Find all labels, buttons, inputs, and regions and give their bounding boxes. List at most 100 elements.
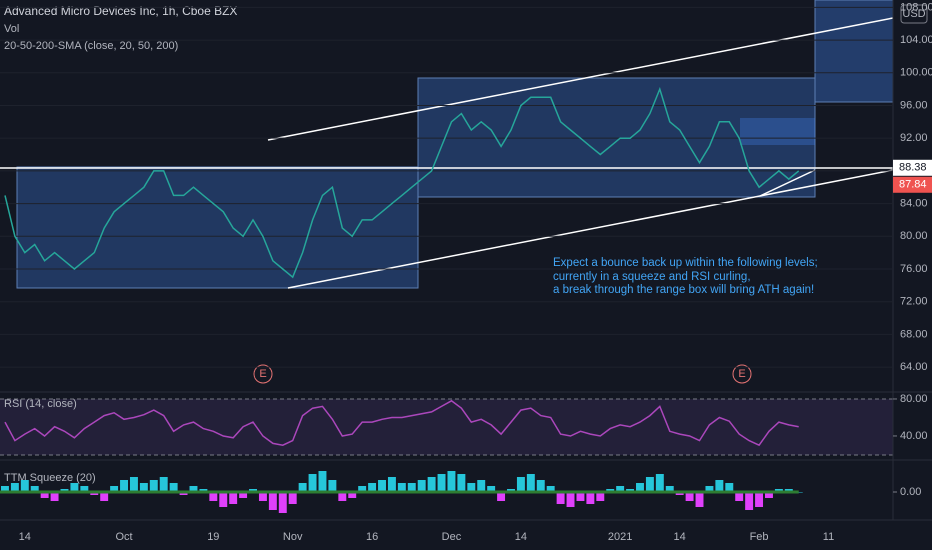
- bar: [169, 483, 178, 492]
- bar: [715, 480, 724, 492]
- bar: [437, 474, 446, 492]
- x-tick-label: Nov: [283, 531, 303, 543]
- bar: [526, 474, 535, 492]
- bar: [30, 486, 39, 492]
- bar: [556, 492, 565, 504]
- bar: [407, 483, 416, 492]
- target-box: [814, 0, 894, 103]
- y-tick-label: 40.00: [900, 430, 928, 442]
- bar: [477, 480, 486, 492]
- earnings-label[interactable]: E: [259, 368, 266, 380]
- bar: [120, 480, 128, 492]
- bar: [219, 492, 228, 507]
- bar: [447, 471, 456, 492]
- bar: [427, 477, 436, 492]
- bar: [288, 492, 297, 504]
- earnings-label[interactable]: E: [738, 368, 745, 380]
- bar: [576, 492, 585, 501]
- y-tick-label: 68.00: [900, 328, 928, 340]
- bar: [387, 477, 396, 492]
- bar: [596, 492, 605, 501]
- bar: [546, 486, 555, 492]
- bar: [755, 492, 764, 507]
- x-tick-label: 16: [366, 531, 378, 543]
- x-tick-label: Feb: [750, 531, 769, 543]
- range-box: [417, 77, 816, 198]
- bar: [50, 492, 59, 501]
- y-tick-label: 104.00: [900, 34, 932, 46]
- y-tick-label: 108.00: [900, 1, 932, 13]
- bar: [129, 477, 138, 492]
- bar: [318, 471, 327, 492]
- bar: [308, 474, 317, 492]
- bar: [566, 492, 575, 507]
- y-tick-label: 64.00: [900, 361, 928, 373]
- bar: [457, 474, 466, 492]
- x-tick-label: 19: [207, 531, 219, 543]
- rsi-band: [0, 399, 893, 455]
- bar: [189, 486, 198, 492]
- x-tick-label: Dec: [442, 531, 462, 543]
- bar: [725, 483, 734, 492]
- bar: [417, 480, 426, 492]
- bar: [655, 474, 664, 492]
- bar: [229, 492, 238, 504]
- range-box: [16, 166, 419, 289]
- bar: [616, 486, 625, 492]
- bar: [298, 483, 307, 492]
- bar: [586, 492, 595, 504]
- bar: [397, 483, 406, 492]
- drawings: [0, 0, 932, 521]
- bar: [348, 492, 357, 498]
- price-label-box: [893, 159, 932, 176]
- bar: [139, 483, 148, 492]
- y-tick-label: 84.00: [900, 197, 928, 209]
- bar: [467, 483, 476, 492]
- bar: [110, 486, 119, 492]
- legend-entry: Vol: [4, 23, 19, 35]
- bar: [368, 483, 377, 492]
- bar: [487, 486, 496, 492]
- bar: [735, 492, 744, 501]
- x-tick-label: 14: [19, 531, 31, 543]
- currency-box[interactable]: [900, 4, 928, 24]
- bar: [268, 492, 277, 510]
- y-tick-label: 80.00: [900, 393, 928, 405]
- bar: [358, 486, 367, 492]
- line: [4, 399, 799, 447]
- bar: [100, 492, 109, 501]
- trend-line: [287, 169, 894, 289]
- bar: [209, 492, 218, 501]
- currency[interactable]: USD: [902, 8, 925, 20]
- y-tick-label: 72.00: [900, 296, 928, 308]
- y-tick-label: 80.00: [900, 230, 928, 242]
- earnings-marker[interactable]: [253, 364, 273, 384]
- trend-line: [759, 169, 816, 197]
- bar: [516, 477, 525, 492]
- pane-title: TTM Squeeze (20): [4, 472, 96, 484]
- bar: [10, 483, 19, 492]
- y-tick-label: 96.00: [900, 99, 928, 111]
- y-tick-label: 92.00: [900, 132, 928, 144]
- bar: [536, 480, 545, 492]
- bar: [378, 480, 386, 492]
- earnings-marker[interactable]: [732, 364, 752, 384]
- annotation: currently in a squeeze and RSI curling,: [553, 271, 751, 283]
- bar: [149, 480, 158, 492]
- x-tick-label: 11: [823, 531, 834, 543]
- bar: [745, 492, 754, 510]
- bar: [258, 492, 267, 501]
- bar: [70, 483, 79, 492]
- bar: [338, 492, 347, 501]
- pane-title: RSI (14, close): [4, 398, 77, 410]
- x-tick-label: 14: [674, 531, 686, 543]
- price-label-box: [893, 176, 932, 193]
- line: [4, 86, 800, 279]
- bar: [159, 477, 168, 492]
- bar: [239, 492, 248, 498]
- price-label: 88.38: [899, 162, 927, 174]
- trend-line: [267, 17, 894, 141]
- range-box: [740, 118, 815, 145]
